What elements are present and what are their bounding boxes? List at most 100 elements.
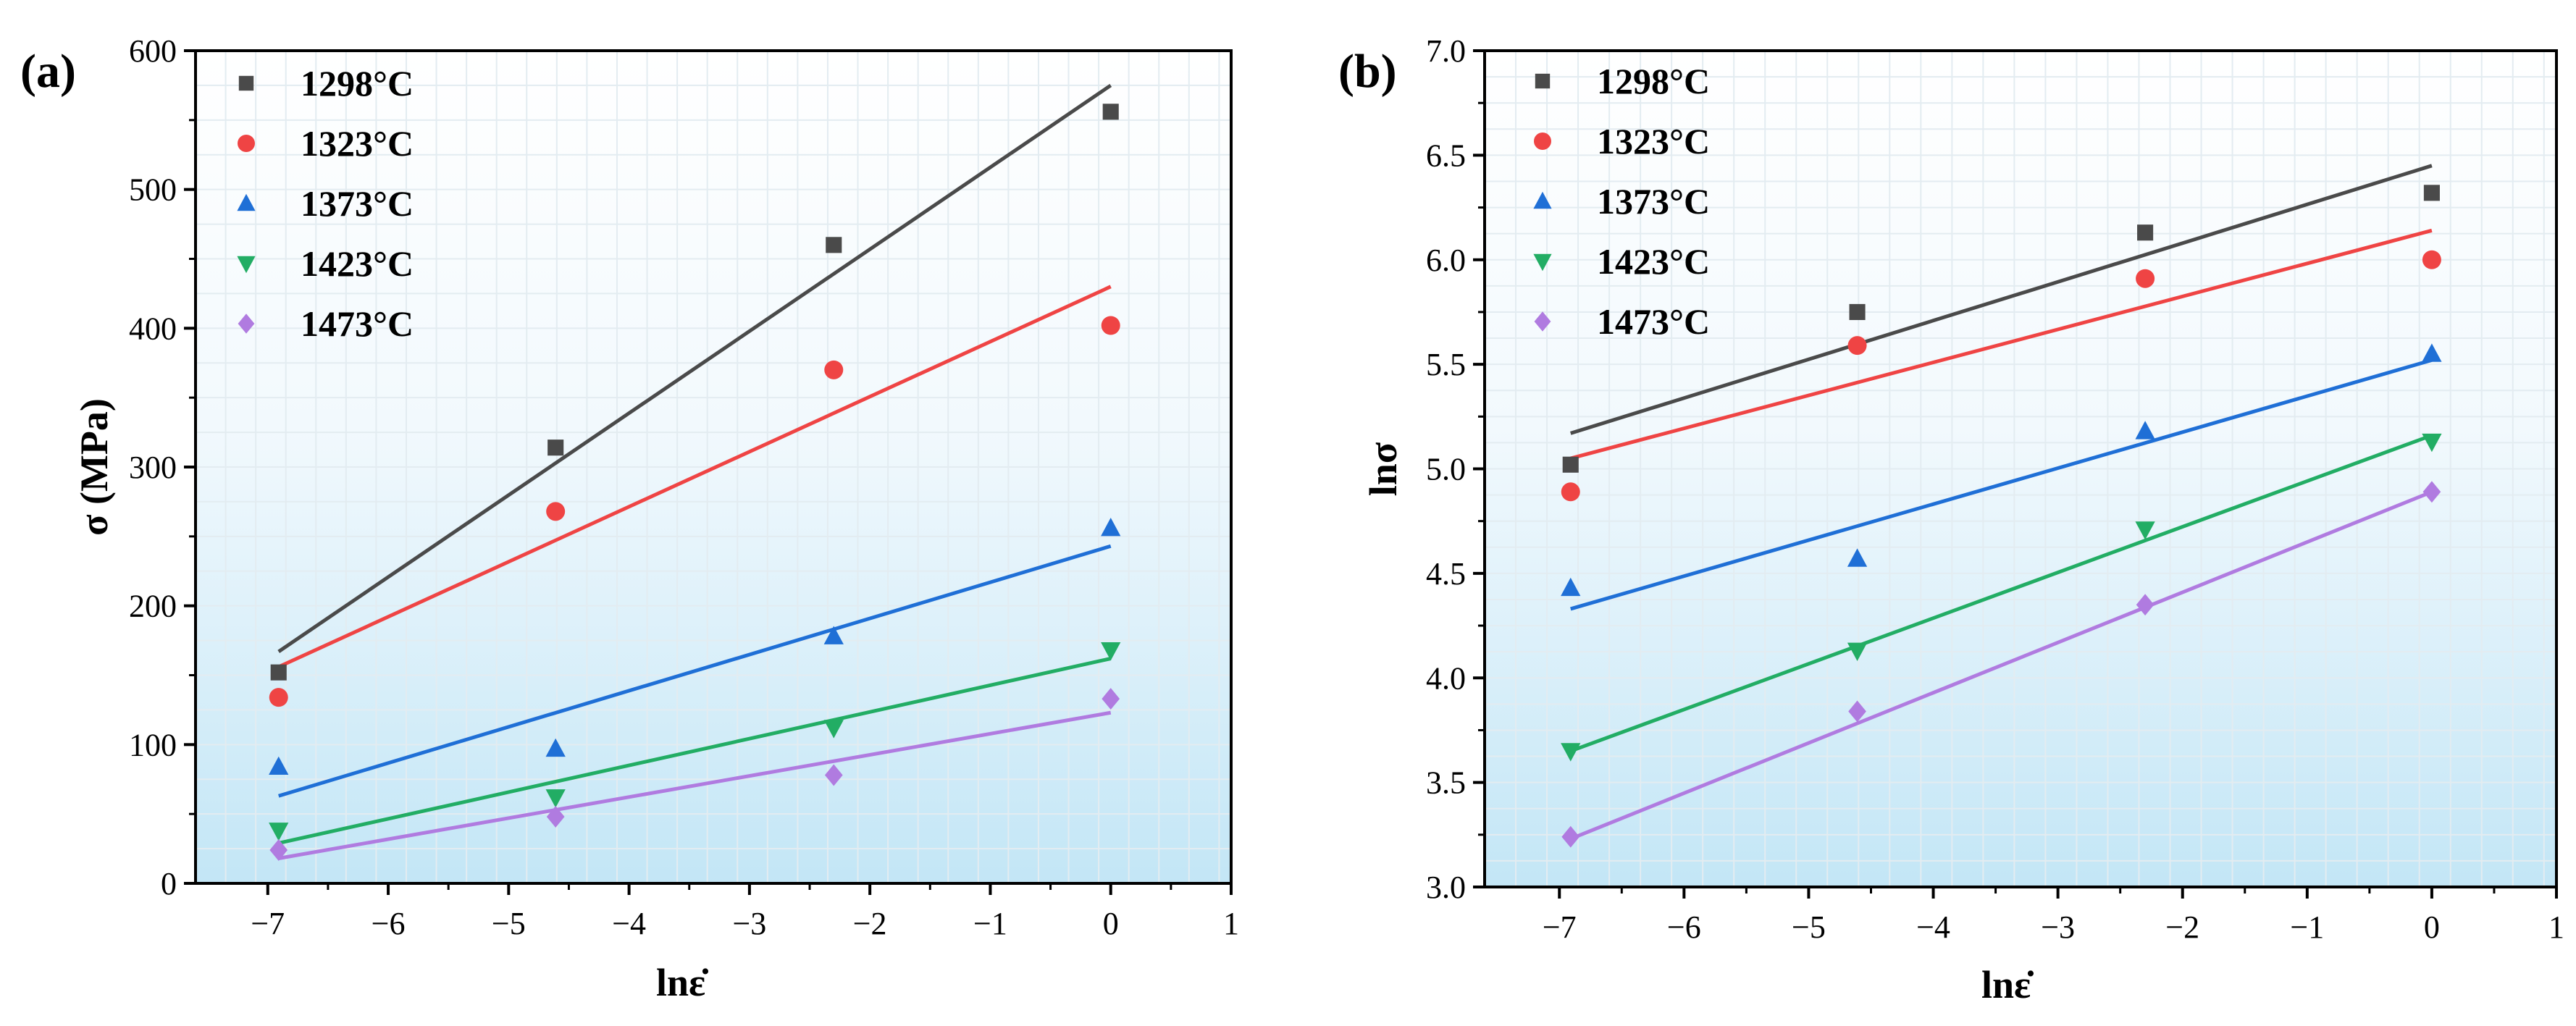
chart-a-legend-label-1473c: 1473°C [301,303,414,344]
chart-a-y-tick-label: 500 [129,172,177,208]
chart-a-point-1298c [270,664,287,681]
chart-b-data-points [1561,185,2442,848]
chart-a-point-1298c [826,237,842,253]
chart-a-y-tick-label: 200 [129,589,177,624]
chart-b-y-tick-label: 3.0 [1426,870,1466,905]
chart-b-legend-label-1323c: 1323°C [1597,121,1710,161]
chart-a-legend-marker-1373c [237,193,256,211]
chart-b-point-1423c [2135,521,2155,540]
chart-b-point-1373c [1847,548,1868,567]
chart-b-point-1373c [2422,343,2442,362]
chart-a-fit-lines [277,83,1112,860]
chart-a-point-1473c [1102,688,1120,710]
chart-a-x-tick-label: −2 [853,906,887,941]
chart-b-legend-label-1373c: 1373°C [1597,181,1710,222]
chart-b-x-tick-label: −7 [1543,909,1577,945]
chart-b-point-1298c [1849,303,1866,320]
chart-b-point-1323c [2136,269,2155,288]
chart-a-panel-label: (a) [20,45,76,98]
chart-a-point-1423c [269,823,289,841]
chart-b-x-tick-label: −2 [2165,909,2199,945]
chart-b-fit-line-1298c [1570,164,2433,435]
chart-a-point-1423c [545,789,566,808]
chart-a-legend-label-1373c: 1373°C [301,183,414,224]
chart-b-legend-label-1298c: 1298°C [1597,61,1710,101]
chart-a-fit-line-1323c [277,285,1112,669]
chart-b-legend-marker-1473c [1534,311,1551,332]
chart-b-x-tick-label: 1 [2548,909,2564,945]
chart-a-point-1298c [547,440,564,456]
chart-a-y-tick-label: 0 [161,866,177,901]
chart-a-axis-ticks: −7 −6 −5 −4 −3 −2 −1 0 1 0 100 200 300 400 500 600 [129,33,1239,941]
chart-b-point-1298c [1562,456,1579,473]
chart-a-y-tick-label: 100 [129,727,177,762]
chart-b-axis-ticks: −7 −6 −5 −4 −3 −2 −1 0 1 3.0 3.5 4.0 4.5 5.0 5.5 6.0 6.5… [1426,33,2564,945]
chart-b-x-tick-label: −3 [2041,909,2075,945]
chart-b-legend: 1298°C 1323°C 1373°C 1423°C 1473°C [1533,61,1710,342]
chart-b-point-1423c [1847,642,1868,662]
chart-b-point-1298c [2137,224,2154,241]
chart-a-data-points [269,104,1121,861]
chart-b-y-tick-label: 7.0 [1426,33,1466,69]
chart-a-point-1323c [824,360,844,379]
chart-b-y-tick-label: 4.0 [1426,660,1466,696]
chart-a-fit-line-1423c [278,657,1112,845]
chart-a-point-1473c [824,764,843,786]
chart-b-x-tick-label: 0 [2424,909,2440,945]
chart-b-legend-marker-1298c [1535,73,1551,89]
chart-b-y-tick-label: 5.0 [1426,452,1466,487]
chart-a-legend-marker-1423c [237,256,256,274]
chart-b-point-1323c [1561,482,1580,502]
chart-b-fit-line-1373c [1570,358,2433,611]
chart-b-x-axis-label: lnε̇ [1981,963,2034,1006]
chart-a-y-tick-label: 300 [129,450,177,485]
chart-a-x-tick-label: 1 [1223,906,1239,941]
chart-a-y-tick-label: 400 [129,311,177,346]
chart-b-point-1323c [1847,336,1867,356]
chart-a-point-1373c [269,756,289,775]
chart-a-x-tick-label: −4 [612,906,646,941]
chart-b-x-tick-label: −4 [1916,909,1950,945]
chart-b-point-1473c [2422,481,2441,503]
chart-a-point-1298c [1102,104,1119,120]
chart-b-point-1473c [2136,594,2155,616]
chart-b-point-1423c [2422,433,2442,453]
chart-a-fit-line-1473c [278,710,1112,860]
chart-b-point-1423c [1561,743,1581,762]
chart-a-point-1373c [1101,518,1121,537]
chart-b-y-tick-label: 5.5 [1426,347,1466,382]
chart-b-x-tick-label: −6 [1667,909,1701,945]
chart-a: −7 −6 −5 −4 −3 −2 −1 0 1 0 100 200 300 400 500 600 1298… [20,33,1239,1004]
chart-a-legend-marker-1473c [238,314,255,334]
chart-b-fit-line-1323c [1570,228,2433,461]
chart-a-legend-marker-1323c [238,135,255,152]
chart-a-x-tick-label: −3 [732,906,766,941]
chart-a-point-1323c [1101,316,1120,335]
chart-a-legend-label-1423c: 1423°C [301,243,414,284]
chart-b-point-1473c [1561,825,1580,848]
chart-a-point-1373c [823,626,844,644]
chart-a-x-tick-label: −1 [973,906,1007,941]
chart-b-legend-label-1473c: 1473°C [1597,301,1710,342]
chart-b-y-axis-label: lnσ [1362,442,1405,496]
chart-b-legend-marker-1323c [1534,133,1551,150]
chart-b-point-1323c [2422,250,2441,269]
chart-a-y-tick-label: 600 [129,33,177,69]
chart-b-x-tick-label: −1 [2290,909,2324,945]
chart-b-y-tick-label: 6.0 [1426,243,1466,278]
chart-b-legend-marker-1373c [1533,191,1552,209]
chart-a-legend-label-1323c: 1323°C [301,123,414,164]
chart-a-x-tick-label: 0 [1103,906,1119,941]
chart-b-panel-label: (b) [1338,45,1397,98]
chart-b-point-1373c [2135,421,2155,440]
chart-b-fit-line-1423c [1569,433,2433,753]
chart-b-legend-marker-1423c [1533,253,1552,272]
chart-a-point-1373c [545,738,566,757]
chart-a-x-tick-label: −5 [492,906,526,941]
chart-a-y-axis-label: σ (MPa) [72,398,116,536]
chart-b-y-tick-label: 6.5 [1426,138,1466,173]
chart-b-gridlines [1484,50,2556,888]
chart-b-fit-line-1473c [1569,489,2433,841]
chart-b-legend-label-1423c: 1423°C [1597,241,1710,282]
